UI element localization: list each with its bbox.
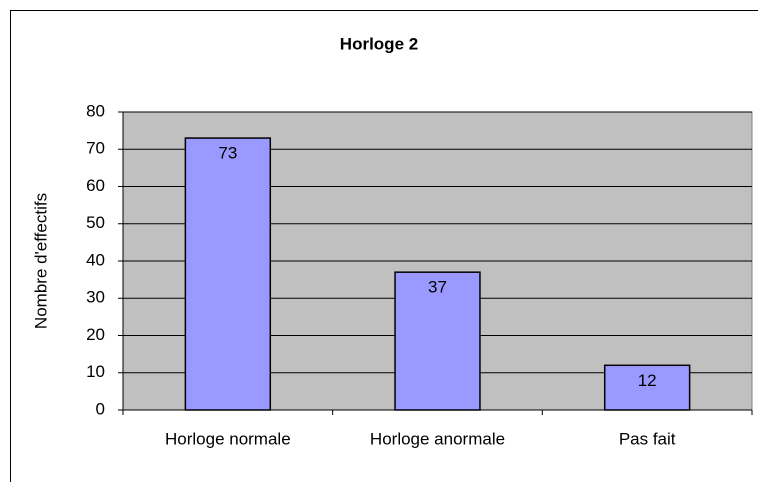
bar <box>184 137 272 411</box>
bar <box>603 364 691 411</box>
data-label: 73 <box>218 144 237 163</box>
y-tick-label: 0 <box>96 399 105 418</box>
y-tick-label: 40 <box>86 250 105 269</box>
chart-title: Horloge 2 <box>340 34 418 53</box>
y-tick-label: 20 <box>86 325 105 344</box>
y-tick-label: 80 <box>86 101 105 120</box>
x-tick-label: Horloge normale <box>165 429 291 448</box>
data-label: 37 <box>428 278 447 297</box>
y-tick-label: 60 <box>86 176 105 195</box>
x-tick-label: Pas fait <box>619 429 676 448</box>
y-tick-label: 50 <box>86 213 105 232</box>
y-tick-label: 70 <box>86 139 105 158</box>
data-label: 12 <box>638 371 657 390</box>
y-tick-label: 30 <box>86 288 105 307</box>
y-axis-label: Nombre d'effectifs <box>31 193 50 329</box>
y-tick-label: 10 <box>86 362 105 381</box>
x-tick-label: Horloge anormale <box>370 429 505 448</box>
bar <box>394 271 481 411</box>
